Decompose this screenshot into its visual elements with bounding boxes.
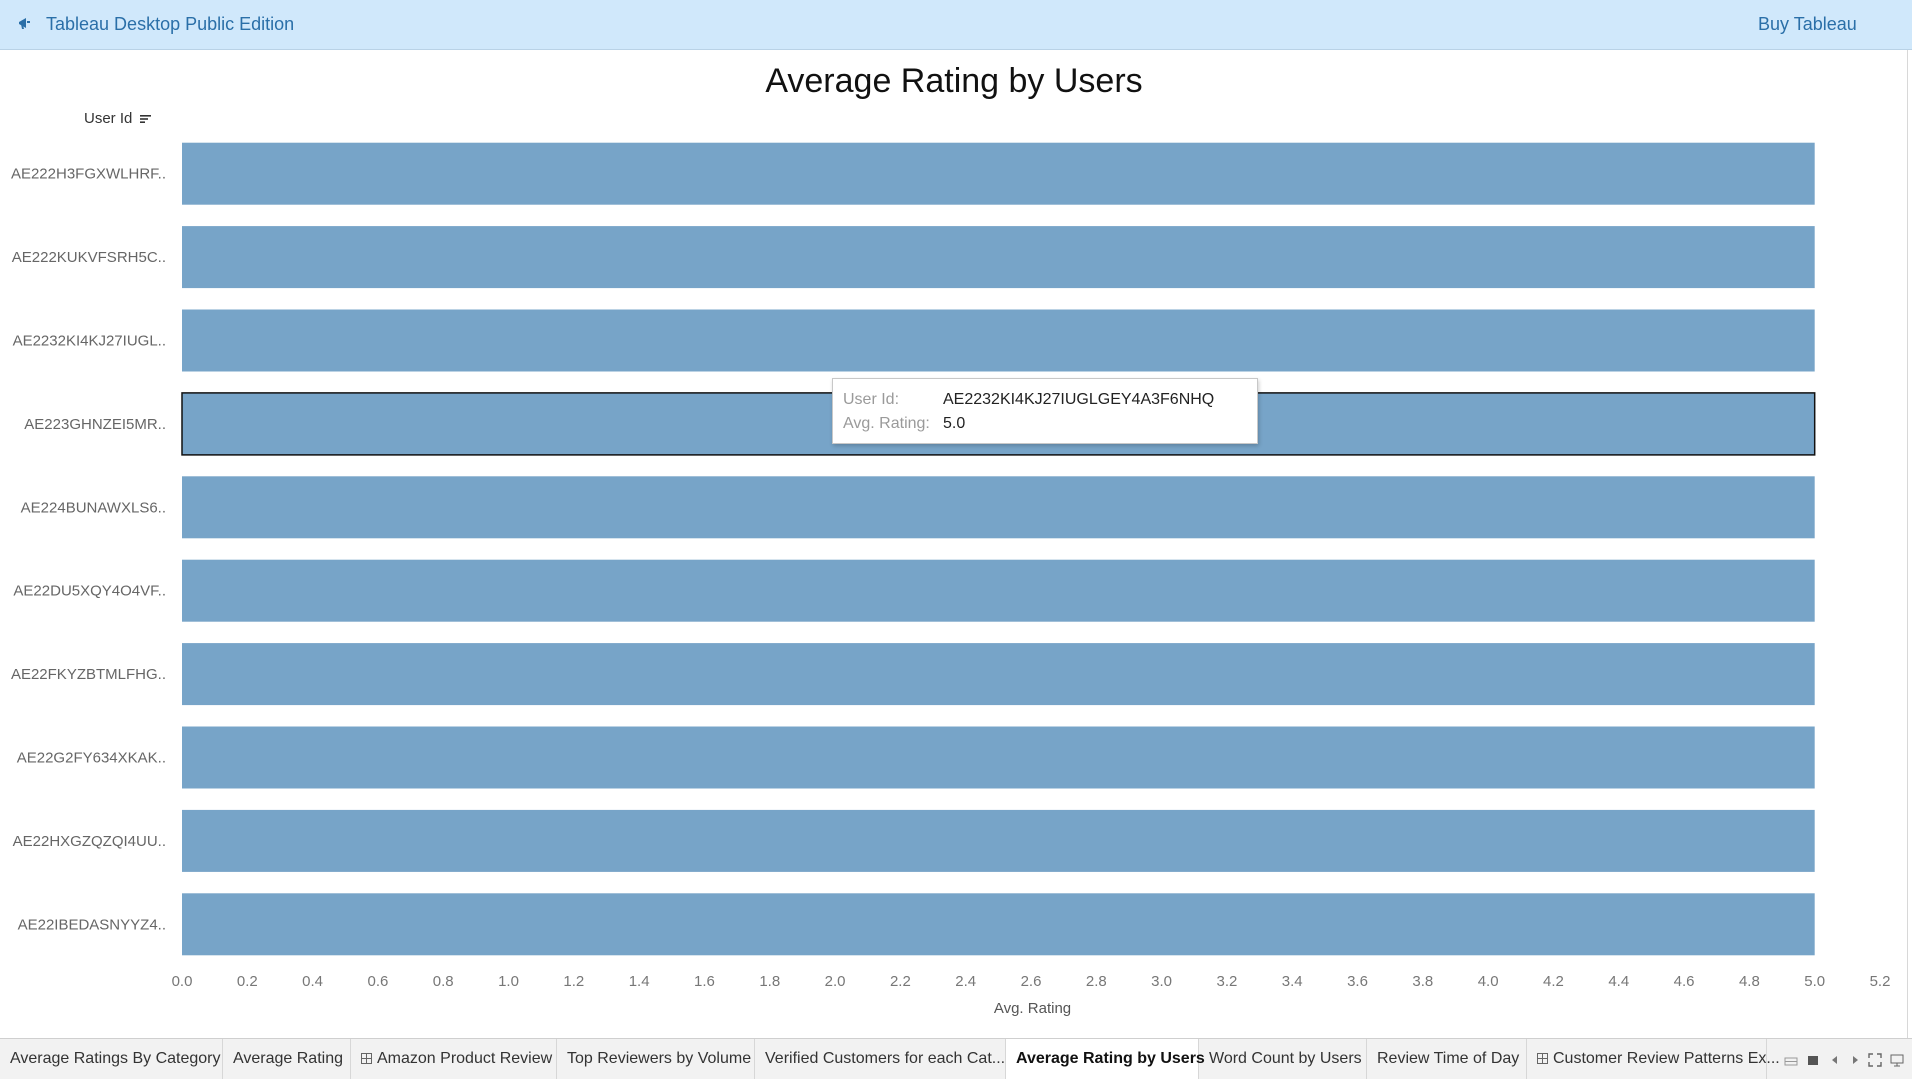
- tab-label: Top Reviewers by Volume: [567, 1050, 752, 1067]
- bar[interactable]: [182, 559, 1815, 622]
- y-axis-title: User Id: [84, 110, 133, 127]
- tab-label: Word Count by Users: [1209, 1050, 1362, 1067]
- show-tabs-icon[interactable]: [1806, 1053, 1820, 1067]
- category-label[interactable]: AE222KUKVFSRH5C..: [12, 249, 166, 266]
- x-tick-label: 4.8: [1739, 973, 1760, 990]
- tab-label: Review Time of Day: [1377, 1050, 1520, 1067]
- previous-sheet-icon[interactable]: [1828, 1053, 1842, 1067]
- tab-label: Average Ratings By Category: [10, 1050, 221, 1067]
- x-tick-label: 4.6: [1674, 973, 1695, 990]
- x-tick-label: 3.4: [1282, 973, 1303, 990]
- x-tick-label: 1.4: [629, 973, 650, 990]
- tab-review-time-of-day[interactable]: Review Time of Day: [1367, 1039, 1527, 1079]
- x-tick-label: 0.8: [433, 973, 454, 990]
- next-sheet-icon[interactable]: [1848, 1053, 1862, 1067]
- x-tick-label: 2.6: [1021, 973, 1042, 990]
- sheet-tab-bar: Average Ratings By Category Average Rati…: [0, 1038, 1912, 1079]
- presentation-mode-icon[interactable]: [1890, 1053, 1904, 1067]
- chart-title: Average Rating by Users: [765, 62, 1143, 100]
- tab-label: Average Rating by Users: [1016, 1050, 1205, 1067]
- bar[interactable]: [182, 809, 1815, 872]
- bar[interactable]: [182, 726, 1815, 789]
- tab-label: Average Rating: [233, 1050, 343, 1067]
- tooltip-user-id-value: AE2232KI4KJ27IUGLGEY4A3F6NHQ: [943, 391, 1215, 408]
- tooltip-rating-label: Avg. Rating:: [843, 415, 930, 432]
- tab-average-rating-by-users[interactable]: Average Rating by Users: [1006, 1039, 1205, 1079]
- category-label[interactable]: AE22IBEDASNYYZ4..: [18, 916, 166, 933]
- bar[interactable]: [182, 476, 1815, 539]
- y-axis-header[interactable]: User Id: [84, 110, 152, 127]
- app-title: Tableau Desktop Public Edition: [46, 14, 295, 34]
- sort-icon[interactable]: [139, 114, 152, 124]
- x-tick-label: 3.0: [1151, 973, 1172, 990]
- bar[interactable]: [182, 643, 1815, 706]
- x-tick-label: 1.6: [694, 973, 715, 990]
- x-tick-label: 1.2: [563, 973, 584, 990]
- x-tick-label: 4.4: [1608, 973, 1629, 990]
- category-label[interactable]: AE224BUNAWXLS6..: [21, 499, 166, 516]
- x-tick-label: 5.0: [1804, 973, 1825, 990]
- x-tick-label: 3.2: [1216, 973, 1237, 990]
- x-tick-label: 2.0: [825, 973, 846, 990]
- x-tick-label: 3.8: [1412, 973, 1433, 990]
- category-label[interactable]: AE22HXGZQZQI4UU..: [13, 833, 166, 850]
- bar[interactable]: [182, 309, 1815, 372]
- x-tick-label: 2.2: [890, 973, 911, 990]
- buy-tableau-link[interactable]: Buy Tableau: [1758, 14, 1857, 34]
- bar[interactable]: [182, 893, 1815, 956]
- x-tick-label: 5.2: [1870, 973, 1891, 990]
- tab-word-count-by-users[interactable]: Word Count by Users: [1199, 1039, 1367, 1079]
- x-tick-label: 4.2: [1543, 973, 1564, 990]
- tooltip-rating-value: 5.0: [943, 415, 966, 432]
- dashboard-icon: [361, 1053, 372, 1064]
- category-label[interactable]: AE223GHNZEI5MR..: [24, 416, 166, 433]
- x-tick-label: 4.0: [1478, 973, 1499, 990]
- tab-label: Customer Review Patterns Ex...: [1553, 1050, 1780, 1067]
- tab-average-ratings-by-category[interactable]: Average Ratings By Category: [0, 1039, 223, 1079]
- tab-label: Amazon Product Review: [377, 1050, 553, 1067]
- top-banner: Tableau Desktop Public Edition Buy Table…: [0, 0, 1912, 50]
- x-tick-label: 2.4: [955, 973, 976, 990]
- x-tick-label: 2.8: [1086, 973, 1107, 990]
- tab-customer-review-patterns[interactable]: Customer Review Patterns Ex...: [1527, 1039, 1780, 1079]
- tab-top-reviewers-by-volume[interactable]: Top Reviewers by Volume: [557, 1039, 755, 1079]
- tab-verified-customers[interactable]: Verified Customers for each Cat...: [755, 1039, 1006, 1079]
- x-tick-label: 1.8: [759, 973, 780, 990]
- megaphone-icon: [19, 18, 30, 29]
- x-tick-label: 1.0: [498, 973, 519, 990]
- x-axis-title: Avg. Rating: [993, 1000, 1072, 1017]
- show-filmstrip-icon[interactable]: [1784, 1053, 1798, 1067]
- category-label[interactable]: AE2232KI4KJ27IUGL..: [13, 333, 166, 350]
- x-tick-label: 0.0: [172, 973, 193, 990]
- fullscreen-icon[interactable]: [1868, 1053, 1882, 1067]
- tab-average-rating[interactable]: Average Rating: [223, 1039, 351, 1079]
- x-tick-label: 0.6: [367, 973, 388, 990]
- tab-amazon-product-review[interactable]: Amazon Product Review: [351, 1039, 557, 1079]
- category-label[interactable]: AE22DU5XQY4O4VF..: [13, 583, 166, 600]
- tooltip: User Id: AE2232KI4KJ27IUGLGEY4A3F6NHQ Av…: [832, 378, 1258, 444]
- category-label[interactable]: AE22FKYZBTMLFHG..: [11, 666, 166, 683]
- viz-area: [0, 50, 1908, 1038]
- bar[interactable]: [182, 226, 1815, 289]
- tab-label: Verified Customers for each Cat...: [765, 1050, 1006, 1067]
- dashboard-icon: [1537, 1053, 1548, 1064]
- category-label[interactable]: AE222H3FGXWLHRF..: [11, 166, 166, 183]
- x-tick-label: 3.6: [1347, 973, 1368, 990]
- tooltip-user-id-label: User Id:: [843, 391, 900, 408]
- x-tick-label: 0.4: [302, 973, 323, 990]
- category-label[interactable]: AE22G2FY634XKAK..: [17, 750, 166, 767]
- x-tick-label: 0.2: [237, 973, 258, 990]
- bar[interactable]: [182, 142, 1815, 205]
